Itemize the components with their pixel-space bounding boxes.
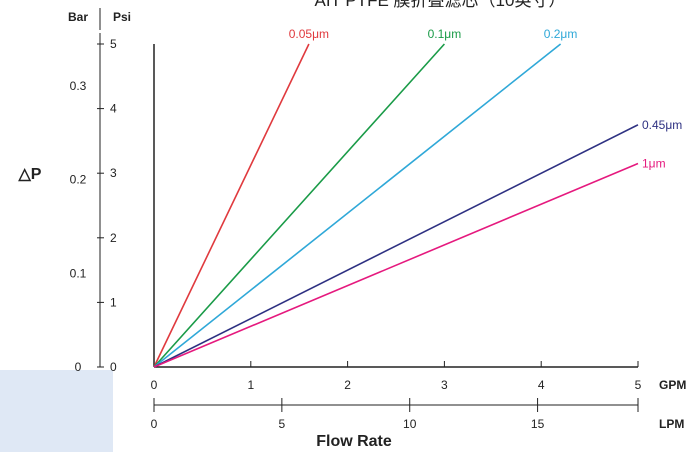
series-label-0-05-m: 0.05μm — [289, 27, 329, 41]
gpm-tick-label: 4 — [538, 378, 545, 392]
series-line-0-2-m — [153, 43, 562, 368]
x-axis-label: Flow Rate — [316, 433, 392, 450]
lpm-tick-label: 0 — [151, 417, 158, 431]
lpm-tick-label: 15 — [531, 417, 545, 431]
series-layer: 0.05μm 0.1μm 0.2μm 0.45μm 1μm — [153, 27, 682, 368]
psi-tick-label: 0 — [110, 360, 117, 374]
series-label-1-m: 1μm — [642, 157, 666, 171]
psi-tick-label: 1 — [110, 295, 117, 309]
gpm-tick-label: 2 — [344, 378, 351, 392]
gpm-tick-label: 3 — [441, 378, 448, 392]
gpm-unit-label: GPM — [659, 378, 686, 392]
series-line-1-m — [153, 162, 639, 368]
gpm-tick-label: 1 — [247, 378, 254, 392]
series-line-0-05-m — [153, 43, 310, 368]
gpm-tick-label: 5 — [635, 378, 642, 392]
y-axis-label: △P — [18, 166, 42, 183]
gpm-tick-label: 0 — [151, 378, 158, 392]
bar-tick-label: 0.2 — [70, 173, 87, 187]
chart-title: AIT PTFE 膜折叠滤芯（10英寸） — [315, 0, 566, 10]
bar-tick-label: 0.1 — [70, 266, 87, 280]
psi-tick-label: 3 — [110, 166, 117, 180]
bar-tick-label: 0 — [75, 360, 82, 374]
lpm-tick-label: 5 — [279, 417, 286, 431]
psi-unit-label: Psi — [113, 10, 131, 24]
lpm-unit-label: LPM — [659, 417, 684, 431]
psi-tick-label: 5 — [110, 37, 117, 51]
psi-tick-label: 2 — [110, 231, 117, 245]
psi-tick-label: 4 — [110, 102, 117, 116]
series-line-0-45-m — [153, 124, 639, 368]
decorative-corner-box — [0, 370, 113, 452]
bar-tick-label: 0.3 — [70, 79, 87, 93]
series-label-0-2-m: 0.2μm — [544, 27, 578, 41]
series-line-0-1-m — [153, 43, 445, 368]
series-label-0-1-m: 0.1μm — [428, 27, 462, 41]
lpm-tick-label: 10 — [403, 417, 417, 431]
bar-unit-label: Bar — [68, 10, 88, 24]
series-label-0-45-m: 0.45μm — [642, 118, 682, 132]
axes-layer: 0 1 2 3 4 5 0 0.1 0.2 0.3 0 1 2 3 4 5 0 5 10 15 — [70, 33, 642, 431]
